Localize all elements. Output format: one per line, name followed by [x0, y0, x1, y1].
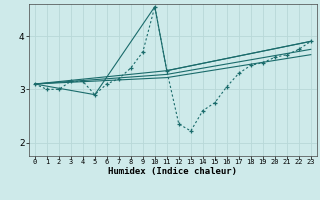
X-axis label: Humidex (Indice chaleur): Humidex (Indice chaleur): [108, 167, 237, 176]
